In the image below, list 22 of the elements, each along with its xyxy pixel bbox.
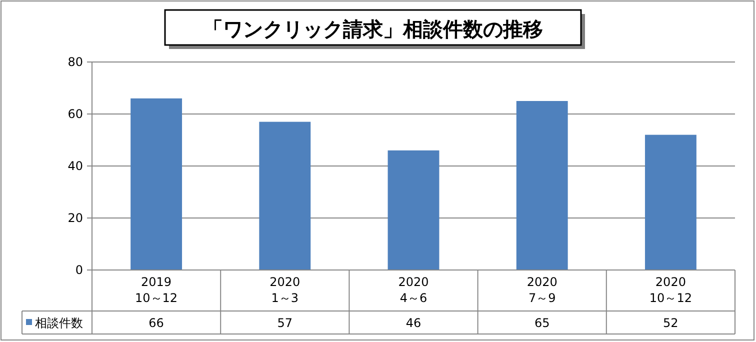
bar <box>516 101 568 270</box>
bar <box>644 134 696 270</box>
y-tick-label: 20 <box>68 211 83 225</box>
data-label: 66 <box>148 316 164 330</box>
y-tick-label: 0 <box>75 263 83 277</box>
bar <box>130 98 182 270</box>
x-tick-label: 2020 7～9 <box>526 275 558 305</box>
bar <box>259 122 311 270</box>
legend-label: 相談件数 <box>35 316 83 330</box>
x-tick-label: 2020 10～12 <box>649 275 692 305</box>
y-tick-label: 60 <box>68 107 83 121</box>
data-label: 65 <box>534 316 550 330</box>
x-tick-label: 2020 1～3 <box>270 275 300 305</box>
chart-title: 「ワンクリック請求」相談件数の推移 <box>203 17 543 41</box>
data-label: 46 <box>406 316 422 330</box>
y-tick-label: 80 <box>68 55 83 69</box>
x-tick-label: 2019 10～12 <box>135 275 178 305</box>
data-label: 57 <box>277 316 293 330</box>
y-tick-label: 40 <box>68 159 83 173</box>
data-label: 52 <box>663 316 678 330</box>
bar <box>388 150 440 270</box>
x-tick-label: 2020 4～6 <box>398 275 429 305</box>
